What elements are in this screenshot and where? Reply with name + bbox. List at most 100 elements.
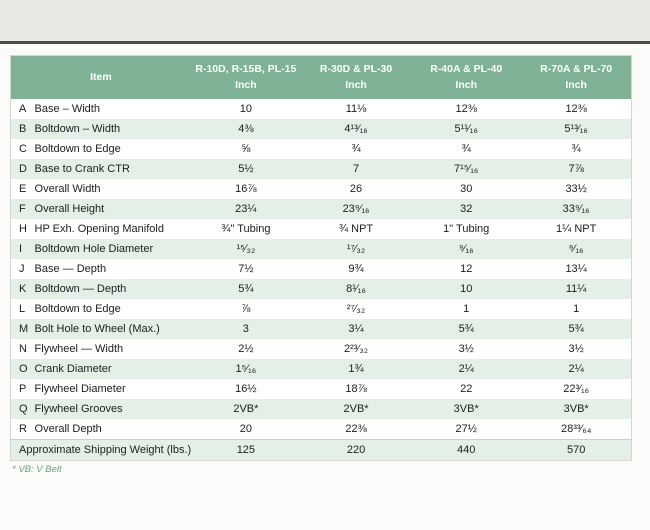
row-value: 13¼ bbox=[565, 263, 587, 275]
spec-table: Item R-10D, R-15B, PL-15 Inch R-30D & PL… bbox=[10, 55, 632, 461]
row-value: 4⅜ bbox=[238, 123, 254, 135]
row-item-label: Boltdown to Edge bbox=[34, 303, 121, 315]
column-header-model-1: R-10D, R-15B, PL-15 Inch bbox=[190, 55, 301, 99]
model-3-label: R-40A & PL-40 bbox=[430, 63, 503, 76]
row-value: ¾ bbox=[461, 143, 471, 155]
row-value: 16½ bbox=[235, 383, 257, 395]
table-row: B Boltdown – Width 4⅜ 4¹³⁄₁₆ 5¹¹⁄₁₆ 5¹³⁄₁₆ bbox=[10, 119, 632, 139]
table-row: F Overall Height 23¼ 23⁹⁄₁₆ 32 33⁹⁄₁₆ bbox=[10, 199, 632, 219]
row-value: 5¾ bbox=[238, 283, 254, 295]
row-letter: L bbox=[19, 303, 26, 315]
row-value: 7½ bbox=[238, 263, 254, 275]
row-item-label: Flywheel Grooves bbox=[34, 403, 123, 415]
column-header-model-3: R-40A & PL-40 Inch bbox=[411, 55, 522, 99]
row-value: 10 bbox=[460, 283, 473, 295]
row-value: 1 bbox=[463, 303, 470, 315]
table-row: R Overall Depth 20 22⅜ 27½ 28³³⁄₆₄ bbox=[10, 419, 632, 440]
table-row: D Base to Crank CTR 5½ 7 7¹⁵⁄₁₆ 7⅞ bbox=[10, 159, 632, 179]
row-value: ¾ bbox=[351, 143, 361, 155]
table-row: N Flywheel — Width 2½ 2²³⁄₃₂ 3½ 3½ bbox=[10, 339, 632, 359]
row-value: 22 bbox=[460, 383, 473, 395]
row-value: 7 bbox=[352, 163, 360, 175]
row-value: 12⅜ bbox=[565, 103, 587, 115]
row-value: 23¼ bbox=[235, 203, 257, 215]
unit-label: Inch bbox=[455, 78, 477, 91]
row-item-label: Flywheel — Width bbox=[34, 343, 124, 355]
row-letter: O bbox=[19, 363, 28, 375]
table-header: Item R-10D, R-15B, PL-15 Inch R-30D & PL… bbox=[10, 55, 632, 99]
row-value: 2VB* bbox=[233, 403, 259, 415]
row-value: ⁹⁄₁₆ bbox=[458, 243, 474, 255]
row-value: 32 bbox=[460, 203, 473, 215]
row-value: 1" Tubing bbox=[443, 223, 490, 235]
row-item-label: Bolt Hole to Wheel (Max.) bbox=[34, 323, 160, 335]
table-row: A Base – Width 10 11⅛ 12⅜ 12⅜ bbox=[10, 99, 632, 119]
row-letter: B bbox=[19, 123, 27, 135]
row-value: 8¹⁄₁₆ bbox=[346, 283, 366, 295]
row-value: 12 bbox=[460, 263, 473, 275]
shipping-weight-label: Approximate Shipping Weight (lbs.) bbox=[10, 439, 191, 461]
row-value: 16⅞ bbox=[235, 183, 257, 195]
table-row: P Flywheel Diameter 16½ 18⅞ 22 22³⁄₁₆ bbox=[10, 379, 632, 399]
row-item-label: Boltdown – Width bbox=[34, 123, 121, 135]
row-item-label: Boltdown Hole Diameter bbox=[34, 243, 154, 255]
row-value: 5¹¹⁄₁₆ bbox=[454, 123, 478, 135]
table-row: J Base — Depth 7½ 9¾ 12 13¼ bbox=[10, 259, 632, 279]
row-value: 1 bbox=[573, 303, 580, 315]
row-letter: I bbox=[19, 243, 23, 255]
row-value: ⅞ bbox=[241, 303, 251, 315]
row-item-label: Overall Depth bbox=[34, 423, 102, 435]
row-value: 570 bbox=[521, 439, 632, 461]
row-value: 28³³⁄₆₄ bbox=[560, 423, 592, 435]
row-value: ¹⁵⁄₃₂ bbox=[236, 243, 256, 255]
row-value: 10 bbox=[239, 103, 252, 115]
row-value: 3VB* bbox=[453, 403, 479, 415]
row-value: ¾" Tubing bbox=[221, 223, 271, 235]
row-item-label: Boltdown to Edge bbox=[34, 143, 121, 155]
row-letter: H bbox=[19, 223, 27, 235]
row-letter: R bbox=[19, 423, 27, 435]
row-item-label: Base to Crank CTR bbox=[34, 163, 130, 175]
row-value: 5¾ bbox=[458, 323, 474, 335]
row-value: 5½ bbox=[238, 163, 254, 175]
row-value: 27½ bbox=[455, 423, 477, 435]
table-row: M Bolt Hole to Wheel (Max.) 3 3¼ 5¾ 5¾ bbox=[10, 319, 632, 339]
row-value: 30 bbox=[460, 183, 473, 195]
unit-label: Inch bbox=[345, 78, 367, 91]
row-value: 20 bbox=[239, 423, 252, 435]
shipping-weight-row: Approximate Shipping Weight (lbs.) 125 220… bbox=[10, 439, 632, 461]
row-value: 3¼ bbox=[348, 323, 364, 335]
model-4-label: R-70A & PL-70 bbox=[540, 63, 613, 76]
row-value: ⅝ bbox=[241, 143, 251, 155]
row-value: 23⁹⁄₁₆ bbox=[342, 203, 370, 215]
row-letter: D bbox=[19, 163, 27, 175]
row-value: 2¼ bbox=[568, 363, 584, 375]
row-value: 1⁵⁄₁₆ bbox=[235, 363, 257, 375]
row-value: 3½ bbox=[458, 343, 474, 355]
row-value: ²⁷⁄₃₂ bbox=[346, 303, 366, 315]
row-value: 125 bbox=[190, 439, 301, 461]
row-letter: E bbox=[19, 183, 27, 195]
row-value: 11⅛ bbox=[345, 103, 367, 115]
row-value: 4¹³⁄₁₆ bbox=[344, 123, 368, 135]
row-value: ¾ bbox=[571, 143, 581, 155]
row-letter: A bbox=[19, 103, 27, 115]
row-value: 3½ bbox=[568, 343, 584, 355]
table-row: L Boltdown to Edge ⅞ ²⁷⁄₃₂ 1 1 bbox=[10, 299, 632, 319]
row-value: 22³⁄₁₆ bbox=[563, 383, 590, 395]
row-value: 22⅜ bbox=[345, 423, 367, 435]
row-value: 7¹⁵⁄₁₆ bbox=[454, 163, 479, 175]
table-row: H HP Exh. Opening Manifold ¾" Tubing ¾ NPT 1… bbox=[10, 219, 632, 239]
table-row: K Boltdown — Depth 5¾ 8¹⁄₁₆ 10 11¼ bbox=[10, 279, 632, 299]
column-header-item: Item bbox=[10, 55, 191, 99]
row-value: 9¾ bbox=[348, 263, 364, 275]
row-value: 33½ bbox=[565, 183, 587, 195]
row-value: 3VB* bbox=[563, 403, 589, 415]
item-header-label: Item bbox=[90, 70, 112, 83]
row-item-label: Overall Width bbox=[34, 183, 101, 195]
footnote: * VB: V Belt bbox=[12, 464, 62, 475]
row-value: ¾ NPT bbox=[338, 223, 374, 235]
row-letter: J bbox=[19, 263, 25, 275]
column-header-model-2: R-30D & PL-30 Inch bbox=[300, 55, 412, 99]
row-letter: M bbox=[19, 323, 29, 335]
